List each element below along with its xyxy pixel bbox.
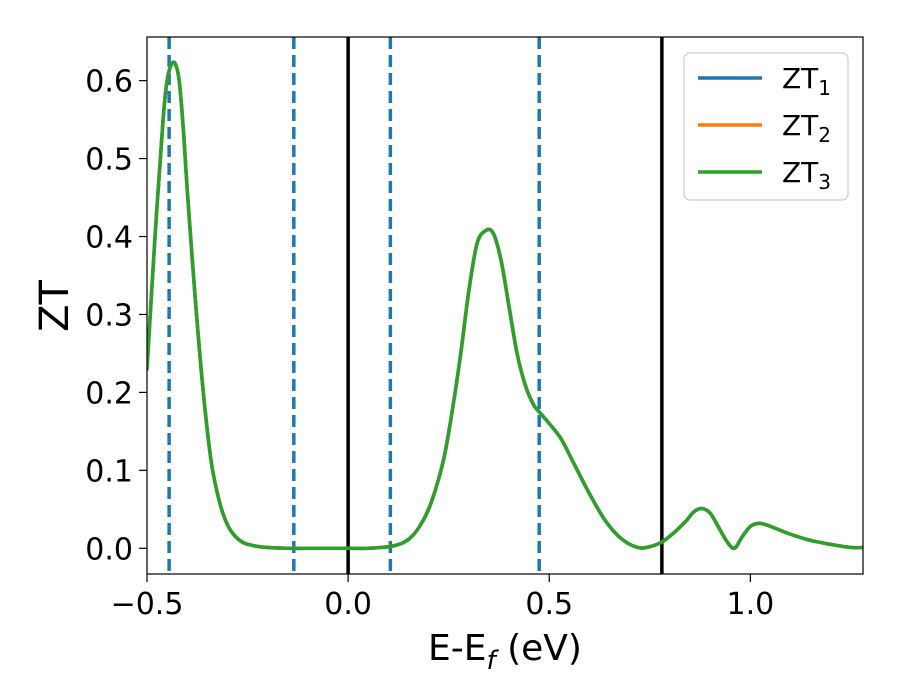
y-axis-label: ZT xyxy=(32,280,78,332)
reference-lines xyxy=(167,37,664,574)
legend-frame xyxy=(683,52,849,201)
x-tick-label-2: 0.5 xyxy=(525,587,573,622)
y-tick-label-2: 0.2 xyxy=(85,376,133,411)
legend-label-3: ZT3 xyxy=(782,156,831,194)
x-tick-label-3: 1.0 xyxy=(727,587,775,622)
x-axis-label-tail: (eV) xyxy=(496,628,582,669)
x-axis-label-main: E-E xyxy=(428,628,486,669)
plot-area xyxy=(147,37,863,574)
y-tick-label-4: 0.4 xyxy=(85,221,133,256)
x-tick-label-1: 0.0 xyxy=(324,587,372,622)
x-axis: −0.5 0.0 0.5 1.0 xyxy=(111,574,775,622)
series-layer xyxy=(147,60,863,551)
x-tick-label-0: −0.5 xyxy=(111,587,184,622)
y-axis: 0.0 0.1 0.2 0.3 0.4 0.5 0.6 xyxy=(85,65,147,567)
legend-label-1: ZT1 xyxy=(782,62,831,100)
y-tick-label-1: 0.1 xyxy=(85,454,133,489)
plot-frame xyxy=(146,36,864,575)
y-tick-label-5: 0.5 xyxy=(85,143,133,178)
legend: ZT1 ZT2 ZT3 xyxy=(683,52,849,201)
y-tick-label-6: 0.6 xyxy=(85,65,133,100)
series-line-3 xyxy=(147,60,863,551)
y-tick-label-3: 0.3 xyxy=(85,298,133,333)
legend-label-2: ZT2 xyxy=(782,109,831,147)
x-axis-label: E-Ef (eV) xyxy=(428,628,582,676)
y-tick-label-0: 0.0 xyxy=(85,532,133,567)
